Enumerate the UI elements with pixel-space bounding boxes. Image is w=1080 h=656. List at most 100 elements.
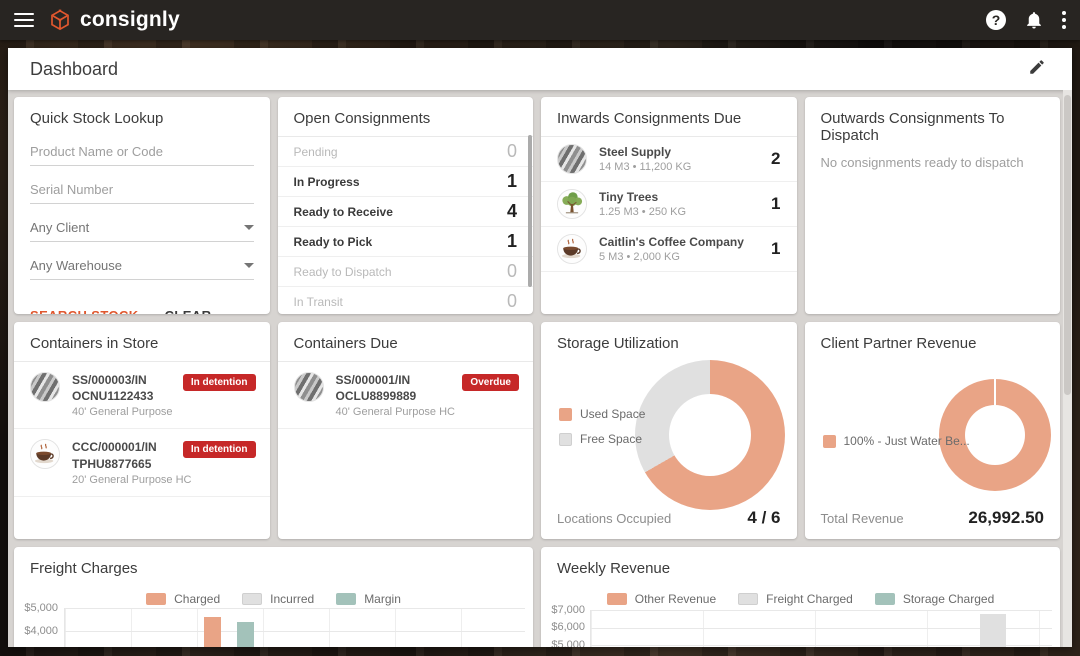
list-item-in-transit[interactable]: In Transit 0 [278,287,534,314]
steel-logo [557,144,587,174]
y-axis-tick: $5,000 [551,639,585,647]
page-title: Dashboard [30,58,119,79]
locations-occupied-value: 4 / 6 [747,508,781,527]
empty-state-message: No consignments ready to dispatch [820,155,1024,170]
tree-logo [557,189,587,219]
storage-utilization-donut [635,360,785,510]
card-freight-charges: Freight Charges Charged Incurred Margin … [14,547,533,647]
card-containers-in-store: Containers in Store SS/000003/IN OCNU112… [14,322,270,539]
bar-margin [237,621,254,647]
y-axis-tick: $6,000 [551,621,585,633]
card-storage-utilization: Storage Utilization Used Space Free Spac… [541,322,797,539]
serial-number-input[interactable] [30,178,254,204]
legend-swatch [336,593,357,605]
consignly-cube-icon [51,9,69,31]
warehouse-select[interactable]: Any Warehouse [30,254,254,280]
dashboard-grid: Quick Stock Lookup Any Client Any Wareho… [8,90,1072,647]
card-title: Inwards Consignments Due [557,110,742,127]
list-item-ready-to-receive[interactable]: Ready to Receive 4 [277,197,533,227]
product-name-input[interactable] [30,140,254,166]
card-containers-due: Containers Due SS/000001/IN OCLU8899889 … [277,322,533,539]
list-item-in-progress[interactable]: In Progress 1 [277,167,533,197]
card-title: Storage Utilization [557,335,679,352]
y-axis-tick: $5,000 [24,602,58,614]
legend-used-space: Used Space [559,407,645,421]
card-open-consignments: Open Consignments Pending 0 In Progress … [277,97,534,314]
page-scrollbar[interactable] [1063,90,1072,647]
card-title: Outwards Consignments To Dispatch [820,110,1005,144]
top-app-bar: consignly ? [0,0,1080,40]
menu-icon[interactable] [14,13,34,27]
total-revenue-value: 26,992.50 [968,508,1044,527]
list-item-ready-to-pick[interactable]: Ready to Pick 1 [277,227,533,257]
container-row-ocnu1122433[interactable]: SS/000003/IN OCNU1122433 40' General Pur… [14,362,270,430]
coffee-logo [557,234,587,264]
card-title: Containers in Store [30,335,159,352]
steel-logo [30,372,60,402]
chart-legend: Charged Incurred Margin [14,592,533,606]
list-item-ready-to-dispatch[interactable]: Ready to Dispatch 0 [277,257,533,287]
card-client-partner-revenue: Client Partner Revenue 100% - Just Water… [804,322,1060,539]
client-revenue-donut [938,379,1051,491]
notifications-bell-icon[interactable] [1024,10,1044,30]
footer-label: Locations Occupied [557,511,672,526]
legend-swatch [146,593,167,605]
clear-button[interactable]: CLEAR [165,302,212,314]
coffee-logo [30,439,60,470]
card-scrollbar[interactable] [528,135,532,287]
divider [541,136,797,137]
card-title: Open Consignments [293,110,431,127]
divider [277,136,533,137]
search-stock-button[interactable]: SEARCH STOCK [30,302,139,314]
freight-charges-plot [64,608,525,647]
donut-segment-divider [993,379,996,405]
card-title: Client Partner Revenue [820,335,977,352]
pencil-icon [1030,60,1044,74]
legend-swatch [606,593,627,605]
client-select-value: Any Client [30,220,90,235]
brand-logo[interactable]: consignly [48,8,180,32]
legend-swatch [559,407,572,421]
chart-legend: Other Revenue Freight Charged Storage Ch… [541,592,1060,606]
list-item-pending[interactable]: Pending 0 [277,137,533,167]
card-title: Containers Due [293,335,398,352]
chevron-down-icon [243,263,254,268]
legend-swatch [874,593,895,605]
help-icon[interactable]: ? [986,10,1006,30]
status-badge: In detention [182,441,256,459]
legend-swatch [559,432,572,446]
container-row-oclu8899889[interactable]: SS/000001/IN OCLU8899889 40' General Pur… [277,362,533,430]
list-item-steel-supply[interactable]: Steel Supply 14 M3 • 11,200 KG 2 [541,137,797,182]
chevron-down-icon [243,225,254,230]
dashboard-panel: Dashboard Quick Stock Lookup Any Client … [8,48,1072,647]
edit-dashboard-button[interactable] [1028,58,1050,80]
card-weekly-revenue: Weekly Revenue Other Revenue Freight Cha… [541,547,1060,647]
legend-free-space: Free Space [559,432,645,446]
bar-freight-charged [980,613,1006,647]
card-title: Freight Charges [30,560,138,577]
y-axis-tick: $4,000 [24,625,58,637]
y-axis-tick: $7,000 [551,604,585,616]
list-item-caitlins-coffee[interactable]: Caitlin's Coffee Company 5 M3 • 2,000 KG… [541,227,797,272]
divider [277,361,533,362]
steel-logo [293,372,324,402]
client-select[interactable]: Any Client [30,216,254,242]
legend-swatch [242,593,263,605]
brand-name: consignly [80,8,180,31]
list-item-tiny-trees[interactable]: Tiny Trees 1.25 M3 • 250 KG 1 [541,182,797,227]
card-title: Weekly Revenue [557,560,671,577]
container-row-tphu8877665[interactable]: CCC/000001/IN TPHU8877665 20' General Pu… [14,429,270,497]
status-badge: Overdue [462,374,519,391]
chart-legend: Used Space Free Space [559,407,645,446]
legend-swatch [738,593,759,605]
weekly-revenue-plot [590,610,1052,647]
footer-label: Total Revenue [820,511,904,526]
legend-swatch [822,434,836,448]
card-inwards-consignments-due: Inwards Consignments Due Steel Supply 14… [541,97,797,314]
bar-charged [204,617,221,647]
legend-just-water: 100% - Just Water Be... [822,434,970,448]
more-options-icon[interactable] [1062,11,1066,29]
page-header: Dashboard [8,48,1072,90]
card-title: Quick Stock Lookup [30,110,164,127]
card-outwards-consignments: Outwards Consignments To Dispatch No con… [804,97,1060,314]
